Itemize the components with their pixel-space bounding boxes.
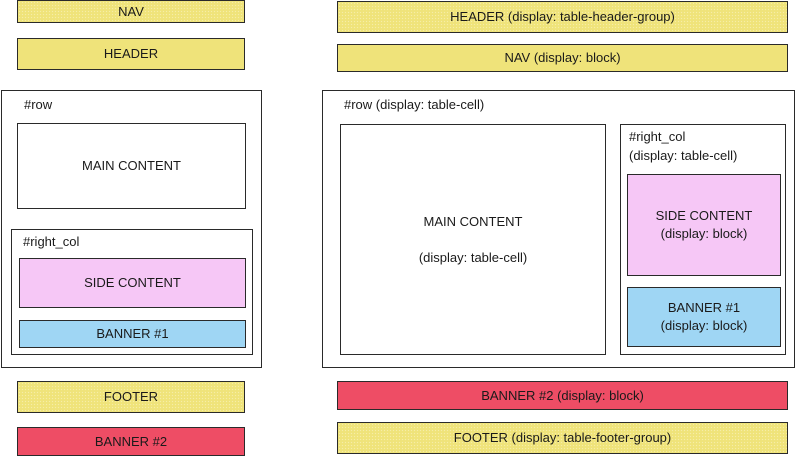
right-footer-box: FOOTER (display: table-footer-group) [337,422,788,454]
left-nav-box: NAV [17,0,245,23]
left-side-content-box: SIDE CONTENT [19,258,246,308]
left-right-col-container: #right_col SIDE CONTENT BANNER #1 [11,229,253,355]
right-main-content-title: MAIN CONTENT [423,213,523,229]
left-banner1-label: BANNER #1 [96,326,169,341]
left-nav-label: NAV [118,3,144,19]
right-right-col-container: #right_col (display: table-cell) SIDE CO… [620,124,786,355]
right-nav-label: NAV (display: block) [504,50,621,65]
right-header-box: HEADER (display: table-header-group) [337,1,788,33]
left-right-col-label: #right_col [23,234,80,249]
right-side-content-title: SIDE CONTENT [655,208,753,223]
right-main-content-box: MAIN CONTENT (display: table-cell) [340,124,606,355]
left-banner2-box: BANNER #2 [17,427,245,456]
right-main-content-display: (display: table-cell) [418,249,528,265]
left-side-content-label: SIDE CONTENT [84,275,181,290]
right-nav-box: NAV (display: block) [337,44,788,72]
right-banner2-box: BANNER #2 (display: block) [337,381,788,410]
right-banner2-label: BANNER #2 (display: block) [481,387,644,403]
left-footer-label: FOOTER [103,389,159,404]
right-right-col-label-2: (display: table-cell) [629,148,738,163]
left-banner2-label: BANNER #2 [94,433,168,449]
right-row-container: #row (display: table-cell) MAIN CONTENT … [322,90,795,368]
left-header-label: HEADER [103,46,159,61]
right-header-label: HEADER (display: table-header-group) [450,9,675,24]
left-main-content-box: MAIN CONTENT [17,123,246,209]
right-side-content-box: SIDE CONTENT (display: block) [627,174,781,276]
right-banner1-title: BANNER #1 [667,300,741,315]
right-banner1-box: BANNER #1 (display: block) [627,287,781,347]
left-main-content-label: MAIN CONTENT [82,158,181,173]
left-footer-box: FOOTER [17,381,245,413]
left-header-box: HEADER [17,38,245,70]
right-row-label: #row (display: table-cell) [344,97,485,112]
right-footer-label: FOOTER (display: table-footer-group) [453,430,672,445]
right-side-content-display: (display: block) [660,226,748,241]
left-banner1-box: BANNER #1 [19,320,246,348]
left-row-label: #row [24,97,53,112]
right-right-col-label-1: #right_col [629,129,686,144]
left-row-container: #row MAIN CONTENT #right_col SIDE CONTEN… [1,90,262,368]
right-banner1-display: (display: block) [660,318,748,333]
